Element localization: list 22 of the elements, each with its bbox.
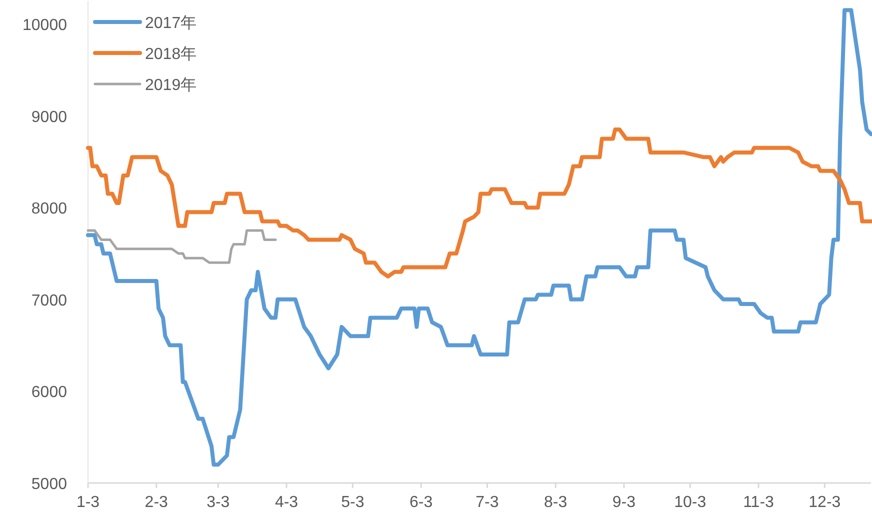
- line-series: [86, 229, 277, 264]
- y-tick-label: 8000: [31, 200, 68, 218]
- y-tick-label: 5000: [31, 476, 68, 493]
- x-tick-label: 9-3: [612, 494, 636, 511]
- x-tick-label: 6-3: [409, 494, 433, 511]
- legend-label: 2019年: [145, 77, 197, 94]
- x-tick-label: 2-3: [144, 494, 168, 511]
- x-tick-label: 3-3: [206, 494, 230, 511]
- x-tick-label: 8-3: [544, 494, 568, 511]
- y-tick-label: 9000: [31, 108, 68, 126]
- x-tick-label: 4-3: [274, 494, 298, 511]
- x-tick-label: 10-3: [674, 494, 706, 511]
- y-tick-label: 10000: [22, 16, 68, 34]
- x-tick-label: 11-3: [743, 494, 774, 511]
- x-tick-label: 1-3: [76, 494, 100, 511]
- x-tick-label: 12-3: [808, 494, 841, 511]
- x-tick-label: 7-3: [476, 494, 499, 511]
- y-tick-label: 6000: [31, 384, 68, 402]
- y-tick-label: 7000: [31, 292, 68, 310]
- legend-label: 2017年: [145, 15, 197, 32]
- legend-label: 2018年: [145, 46, 197, 63]
- x-tick-label: 5-3: [341, 494, 364, 511]
